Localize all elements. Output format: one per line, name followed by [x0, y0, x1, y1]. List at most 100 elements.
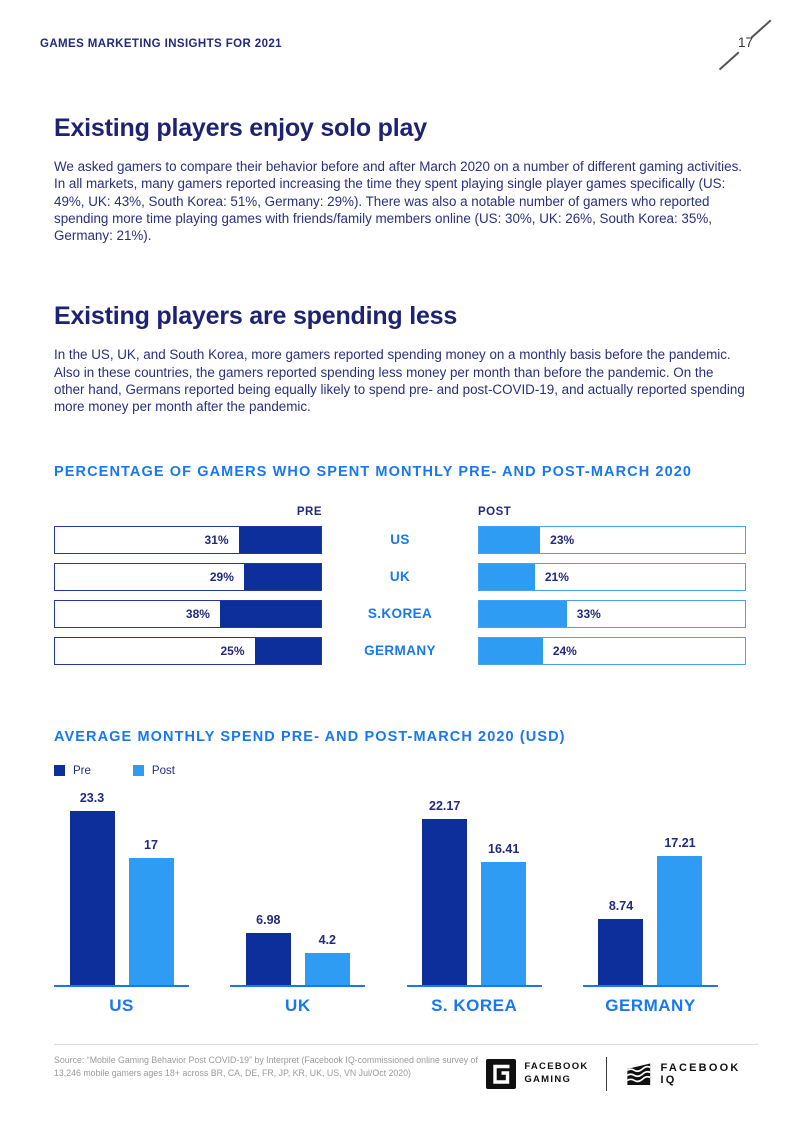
- pre-bar-column: 8.74: [598, 899, 644, 985]
- chart-column-headers: PRE POST: [54, 506, 746, 518]
- country-label: GERMANY: [364, 643, 436, 659]
- legend-item-post: Post: [132, 765, 175, 777]
- source-note: Source: “Mobile Gaming Behavior Post COV…: [54, 1054, 478, 1078]
- post-bar: [128, 857, 174, 985]
- post-legend-swatch-icon: [132, 765, 144, 777]
- average-spend-chart: 23.3 17 US 6.98 4.2 UK 22.17 16.41 S. KOREA 8.74 1…: [54, 789, 718, 1016]
- chart-title-percentage-spent: PERCENTAGE OF GAMERS WHO SPENT MONTHLY P…: [54, 463, 693, 480]
- post-bar-column: 17: [128, 837, 174, 985]
- facebook-gaming-word1: FACEBOOK: [524, 1060, 589, 1072]
- pre-legend-swatch-icon: [54, 765, 65, 777]
- pre-bar-column: 6.98: [245, 912, 291, 985]
- pre-bar-fill: [243, 563, 321, 590]
- spend-group-us: 23.3 17 US: [54, 789, 189, 1016]
- post-bar-column: 16.41: [481, 842, 527, 985]
- post-bar: 33%: [478, 599, 746, 628]
- post-bar-value-label: 33%: [576, 606, 601, 621]
- pre-bar: 31%: [54, 525, 322, 554]
- footer-divider: [54, 1043, 758, 1045]
- country-axis-label: UK: [285, 995, 311, 1015]
- report-header-title: GAMES MARKETING INSIGHTS FOR 2021: [40, 38, 282, 50]
- post-bar-fill: [479, 637, 543, 664]
- section-body-solo-play: We asked gamers to compare their behavio…: [54, 159, 743, 244]
- post-bar: [304, 953, 350, 985]
- spend-percentage-row-uk: 29% UK 21%: [54, 562, 746, 591]
- country-label: UK: [389, 569, 411, 585]
- spend-percentage-row-us: 31% US 23%: [54, 525, 746, 554]
- spend-group-uk: 6.98 4.2 UK: [230, 789, 366, 1016]
- pre-bar: 38%: [54, 599, 322, 628]
- post-bar-fill: [479, 526, 541, 553]
- pre-bar-column: 22.17: [422, 799, 468, 985]
- chart-title-average-spend: AVERAGE MONTHLY SPEND PRE- AND POST-MARC…: [54, 728, 566, 745]
- post-bar-fill: [479, 600, 567, 627]
- post-bar: [481, 862, 527, 985]
- slash-decoration-bottom: [718, 51, 740, 71]
- pre-column-header: PRE: [296, 505, 322, 518]
- post-bar-column: 4.2: [304, 933, 350, 985]
- legend-item-pre: Pre: [54, 765, 91, 777]
- bar-pair: 8.74 17.21: [582, 789, 718, 987]
- country-label: US: [390, 532, 410, 548]
- pre-bar: [245, 932, 291, 985]
- spend-percentage-row-germany: 25% GERMANY 24%: [54, 636, 746, 665]
- pre-bar-value-label: 6.98: [256, 912, 281, 927]
- facebook-gaming-wordmark: FACEBOOK GAMING: [524, 1061, 588, 1087]
- country-axis-label: GERMANY: [605, 995, 696, 1015]
- post-bar-value-label: 21%: [544, 569, 569, 584]
- chart-legend: Pre Post: [54, 765, 746, 777]
- post-bar-value-label: 16.41: [488, 842, 520, 857]
- facebook-iq-icon: [627, 1062, 651, 1085]
- facebook-gaming-icon: [486, 1058, 517, 1089]
- pre-bar-fill: [254, 637, 321, 664]
- pre-bar-fill: [219, 600, 321, 627]
- post-bar-value-label: 23%: [550, 532, 575, 547]
- pre-bar-value-label: 25%: [220, 643, 245, 658]
- post-bar: 23%: [478, 525, 746, 554]
- logo-divider: [605, 1056, 607, 1091]
- post-bar-column: 17.21: [657, 836, 703, 985]
- pre-bar-column: 23.3: [69, 790, 115, 985]
- chart-rows: 31% US 23% 29% UK 21% 38% S.KOREA 33% 25% GERMANY 2…: [54, 525, 746, 665]
- footer-logos: FACEBOOK GAMING FACEBOOK IQ: [486, 1056, 746, 1091]
- pre-bar: [69, 810, 115, 985]
- footer: Source: “Mobile Gaming Behavior Post COV…: [54, 1054, 746, 1091]
- facebook-iq-wordmark: FACEBOOK IQ: [660, 1061, 741, 1086]
- pre-bar-value-label: 38%: [185, 606, 210, 621]
- section-title-spending-less: Existing players are spending less: [54, 302, 458, 331]
- spend-group-skorea: 22.17 16.41 S. KOREA: [406, 789, 542, 1016]
- post-bar: 21%: [478, 562, 746, 591]
- pre-bar-value-label: 22.17: [429, 799, 461, 814]
- country-label: S.KOREA: [367, 606, 433, 622]
- pre-bar: 29%: [54, 562, 322, 591]
- facebook-iq-logo: FACEBOOK IQ: [624, 1059, 746, 1089]
- pre-bar-value-label: 23.3: [79, 790, 105, 805]
- bar-pair: 22.17 16.41: [406, 789, 542, 987]
- post-bar: [657, 856, 703, 985]
- post-column-header: POST: [478, 505, 512, 518]
- post-bar: 24%: [478, 636, 746, 665]
- post-bar-value-label: 17.21: [664, 836, 696, 851]
- post-bar-value-label: 17: [144, 837, 158, 852]
- post-bar-value-label: 4.2: [318, 933, 337, 948]
- country-axis-label: US: [109, 995, 134, 1015]
- pre-bar-value-label: 8.74: [608, 899, 634, 914]
- pre-bar: [598, 919, 644, 985]
- bar-pair: 6.98 4.2: [230, 789, 366, 987]
- pre-bar-value-label: 31%: [204, 532, 229, 547]
- facebook-gaming-logo: FACEBOOK GAMING: [486, 1058, 588, 1089]
- page-number-block: 17: [716, 16, 774, 72]
- slash-decoration-top: [750, 19, 772, 39]
- facebook-gaming-word2: GAMING: [524, 1073, 572, 1085]
- country-axis-label: S. KOREA: [431, 995, 518, 1015]
- pre-bar-value-label: 29%: [209, 569, 234, 584]
- page-number: 17: [738, 35, 754, 50]
- post-bar-value-label: 24%: [552, 643, 577, 658]
- section-body-spending-less: In the US, UK, and South Korea, more gam…: [54, 347, 745, 415]
- bar-pair: 23.3 17: [54, 789, 189, 987]
- percentage-spent-chart: PRE POST 31% US 23% 29% UK 21% 38% S.KOREA 33% 25…: [54, 506, 746, 665]
- spend-group-germany: 8.74 17.21 GERMANY: [582, 789, 718, 1016]
- pre-bar: 25%: [54, 636, 322, 665]
- pre-legend-label: Pre: [73, 764, 91, 777]
- section-title-solo-play: Existing players enjoy solo play: [54, 114, 427, 142]
